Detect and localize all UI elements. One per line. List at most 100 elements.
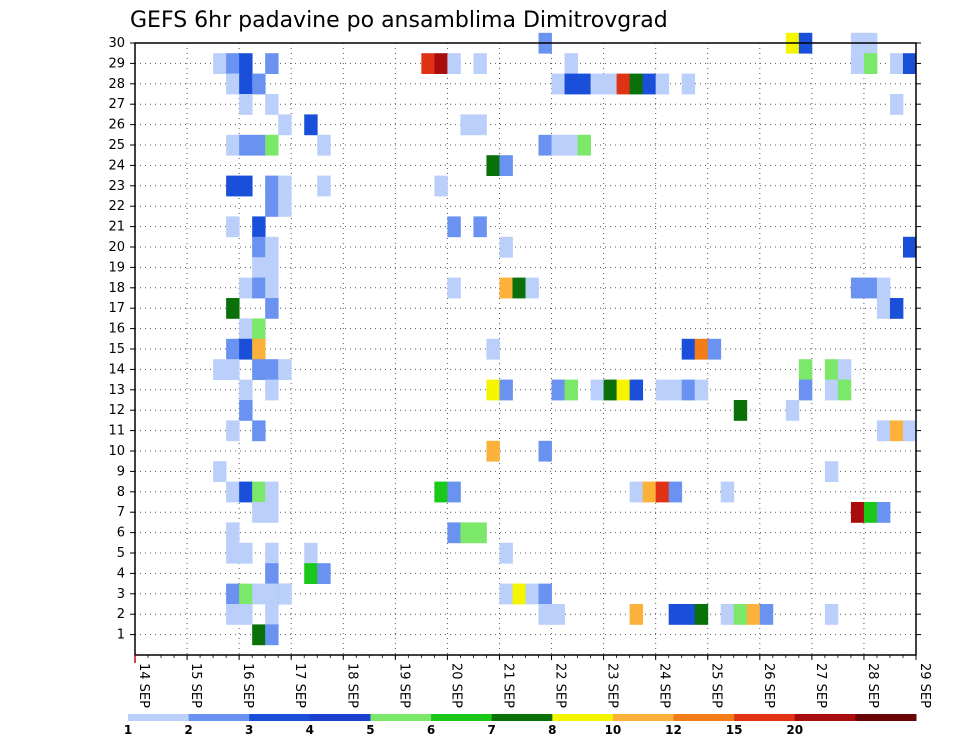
x-axis: 14 SEP 15 SEP 16 SEP 17 SEP 18 SEP 19 SEP 20 S… xyxy=(134,655,932,708)
heatmap-cell xyxy=(499,542,513,564)
heatmap-cell xyxy=(486,440,500,462)
heatmap-cell xyxy=(239,318,253,340)
heatmap-cell xyxy=(694,604,709,625)
heatmap-cell xyxy=(551,73,565,95)
heatmap-cell xyxy=(226,134,240,156)
heatmap-cell xyxy=(213,53,227,74)
heatmap-cell xyxy=(577,134,591,156)
heatmap-cell xyxy=(213,461,227,482)
heatmap-cell xyxy=(239,379,253,401)
x-tick-label: 17 SEP xyxy=(292,663,307,708)
heatmap-cell xyxy=(252,318,266,340)
heatmap-cell xyxy=(239,134,253,156)
y-tick-label: 21 xyxy=(108,220,125,235)
heatmap-cell xyxy=(668,481,683,503)
heatmap-cell xyxy=(239,338,253,360)
heatmap-cell xyxy=(629,73,644,95)
y-tick-label: 6 xyxy=(117,526,125,541)
heatmap-cell xyxy=(304,563,318,584)
heatmap-cell xyxy=(629,481,644,503)
heatmap-cell xyxy=(486,379,500,401)
legend-swatch xyxy=(673,714,735,721)
heatmap-cell xyxy=(239,53,253,74)
heatmap-cell xyxy=(252,481,266,503)
legend-swatch xyxy=(128,714,190,721)
legend-label: 8 xyxy=(548,723,556,737)
legend-swatch xyxy=(188,714,250,721)
legend-label: 10 xyxy=(605,723,622,737)
legend-label: 20 xyxy=(786,723,803,737)
heatmap-cell xyxy=(226,216,240,238)
heatmap-cell xyxy=(824,461,839,482)
heatmap-cell xyxy=(850,53,865,74)
x-tick-label: 22 SEP xyxy=(553,663,568,708)
heatmap-cell xyxy=(889,420,904,442)
y-tick-label: 9 xyxy=(117,464,125,479)
heatmap-cell xyxy=(551,134,565,156)
heatmap-cell xyxy=(473,522,487,544)
heatmap-cell xyxy=(226,73,240,95)
x-tick-label: 23 SEP xyxy=(605,663,620,708)
heatmap-cell xyxy=(252,624,266,646)
heatmap-cell xyxy=(785,400,800,421)
heatmap-cell xyxy=(876,298,891,319)
heatmap-cell xyxy=(642,481,657,503)
heatmap-cell xyxy=(681,379,696,401)
heatmap-cell xyxy=(239,400,253,421)
heatmap-cell xyxy=(265,359,279,380)
heatmap-cell xyxy=(681,73,696,95)
legend-swatch xyxy=(552,714,614,721)
heatmap-cell xyxy=(239,542,253,564)
heatmap-cell xyxy=(681,338,696,360)
y-axis: 1234567891011121314151617181920212223242… xyxy=(108,36,921,643)
x-tick-label: 18 SEP xyxy=(344,663,359,708)
x-tick-label: 20 SEP xyxy=(448,663,463,708)
heatmap-cell xyxy=(252,338,266,360)
heatmap-cell xyxy=(642,73,657,95)
heatmap-cell xyxy=(616,73,631,95)
heatmap-cell xyxy=(226,522,240,544)
heatmap-cell xyxy=(447,53,461,74)
y-tick-label: 30 xyxy=(108,36,125,51)
y-tick-label: 12 xyxy=(108,403,125,418)
heatmap-cell xyxy=(460,114,474,136)
heatmap-cell xyxy=(226,604,240,625)
chart-title: GEFS 6hr padavine po ansamblima Dimitrov… xyxy=(130,8,668,33)
heatmap-cell xyxy=(876,277,891,299)
heatmap-cell xyxy=(564,73,578,95)
heatmap-cell xyxy=(499,236,513,258)
heatmap-cell xyxy=(681,604,696,625)
x-tick-label: 24 SEP xyxy=(657,663,672,708)
heatmap-cell xyxy=(265,236,279,258)
heatmap-cell xyxy=(590,73,604,95)
heatmap-cell xyxy=(486,155,500,176)
heatmap-cell xyxy=(265,257,279,278)
heatmap-cell xyxy=(265,502,279,523)
heatmap-cell xyxy=(824,379,839,401)
heatmap-cell xyxy=(655,481,670,503)
heatmap-cell xyxy=(226,583,240,605)
heatmap-cell xyxy=(759,604,774,625)
legend-label: 5 xyxy=(366,723,374,737)
heatmap-cell xyxy=(473,216,487,238)
y-tick-label: 2 xyxy=(117,607,125,622)
heatmap-cell xyxy=(538,583,552,605)
y-tick-label: 10 xyxy=(108,444,125,459)
heatmap-cell xyxy=(889,53,904,74)
heatmap-cell xyxy=(798,359,813,380)
heatmap-cell xyxy=(226,338,240,360)
x-tick-label: 14 SEP xyxy=(136,663,151,708)
heatmap-cell xyxy=(512,277,526,299)
y-tick-label: 19 xyxy=(108,260,125,275)
y-tick-label: 29 xyxy=(108,56,125,71)
heatmap-cell xyxy=(590,379,604,401)
heatmap-cell xyxy=(239,604,253,625)
heatmap-cell xyxy=(694,338,709,360)
x-tick-label: 21 SEP xyxy=(500,663,515,708)
heatmap-cell xyxy=(278,114,292,136)
legend-label: 4 xyxy=(306,723,314,737)
x-tick-label: 19 SEP xyxy=(396,663,411,708)
heatmap-cell xyxy=(733,604,748,625)
legend-label: 3 xyxy=(245,723,253,737)
legend-swatch xyxy=(855,714,917,721)
